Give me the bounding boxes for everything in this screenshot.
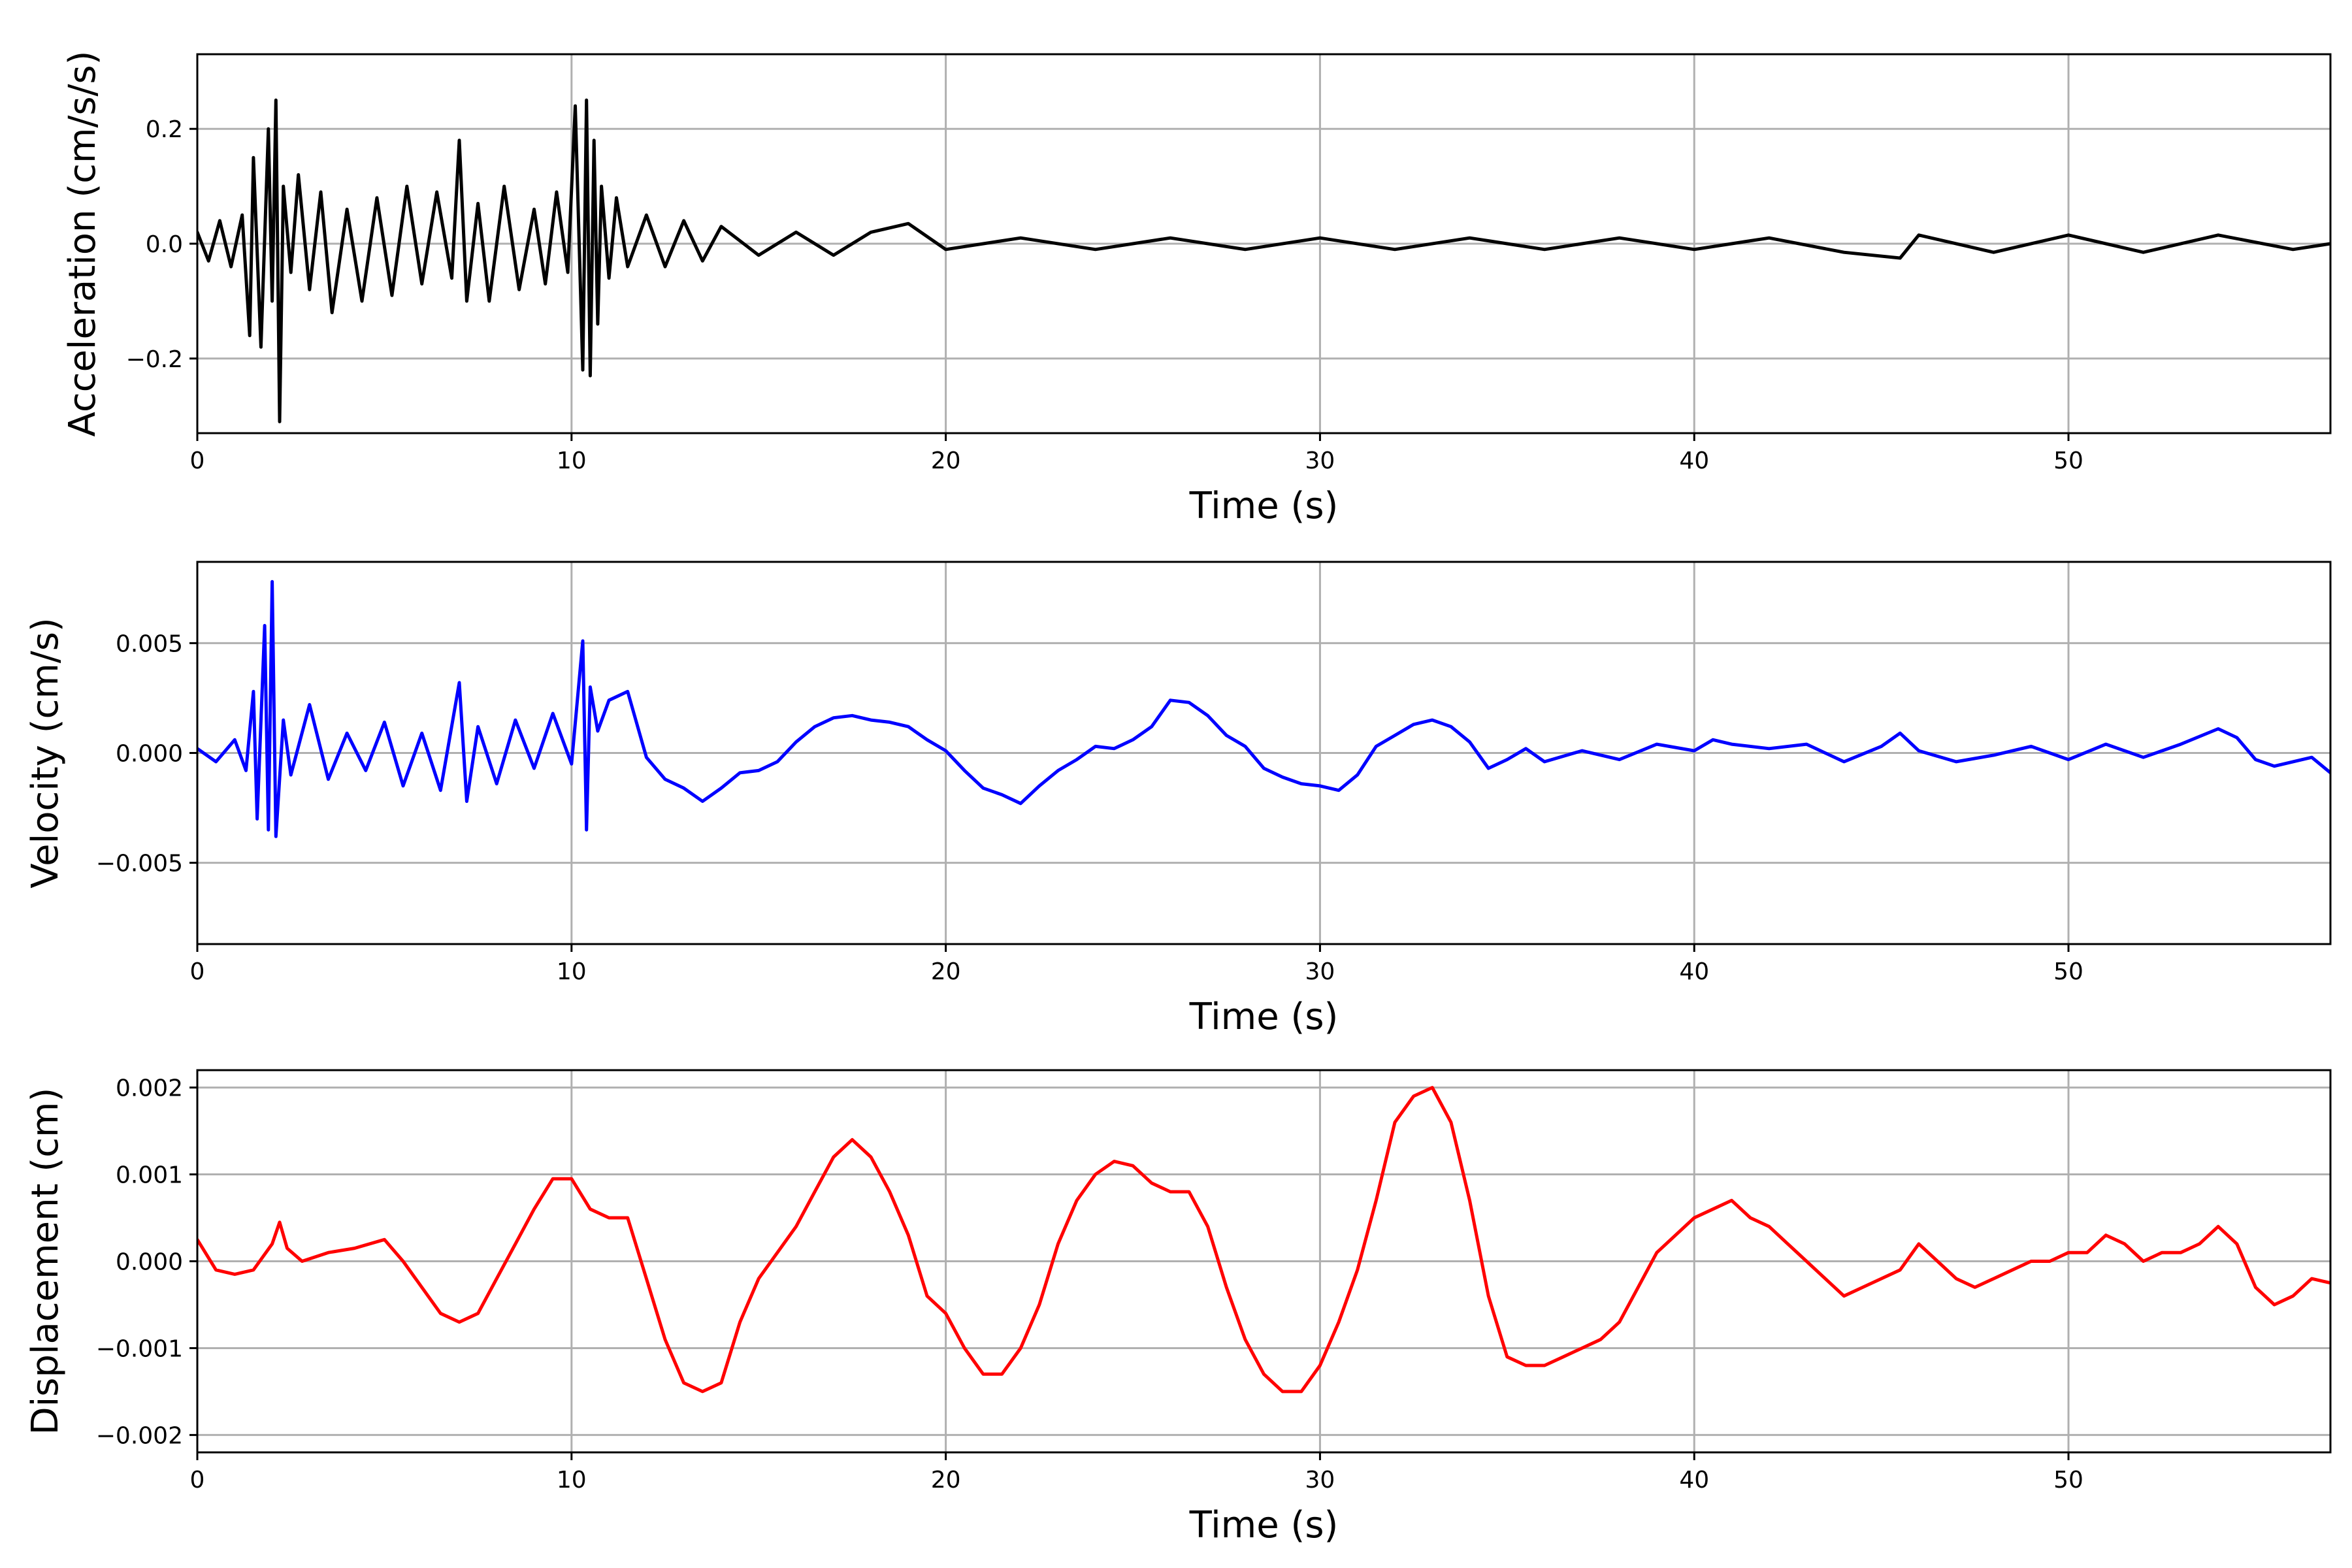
velocity-x-tick-label: 20	[931, 958, 961, 985]
acceleration-y-tick-label: −0.2	[126, 346, 183, 373]
acceleration-x-tick-label: 40	[1679, 448, 1709, 474]
displacement-x-tick-label: 0	[190, 1467, 205, 1494]
velocity-panel: 0 10 20 30 40 50 −0.005 0.000 0.005 Time (s) Veloc…	[24, 561, 2332, 1038]
velocity-series-line	[197, 580, 2330, 838]
displacement-x-tick-label: 10	[557, 1467, 587, 1494]
acceleration-series-line	[197, 98, 2330, 423]
velocity-y-tick-label: 0.005	[116, 630, 183, 657]
displacement-x-tick-label: 20	[931, 1467, 961, 1494]
displacement-y-tick-label: −0.001	[96, 1335, 183, 1362]
velocity-x-tick-label: 10	[557, 958, 587, 985]
acceleration-y-axis-label: Acceleration (cm/s/s)	[61, 51, 104, 437]
displacement-y-tick-label: 0.002	[116, 1075, 183, 1102]
velocity-x-tick-label: 30	[1305, 958, 1335, 985]
acceleration-y-tick-label: 0.0	[146, 231, 183, 258]
acceleration-x-tick-label: 0	[190, 448, 205, 474]
displacement-x-tick-label: 30	[1305, 1467, 1335, 1494]
displacement-x-axis-label: Time (s)	[1189, 1504, 1339, 1546]
displacement-panel: 0 10 20 30 40 50 −0.002 −0.001 0.000 0.001 0.002 Ti…	[24, 1069, 2332, 1546]
panels: 0 10 20 30 40 50 −0.2 0.0 0.2 Time (s) Acceleratio…	[24, 51, 2332, 1546]
acceleration-x-axis-label: Time (s)	[1189, 485, 1339, 527]
acceleration-y-tick-label: 0.2	[146, 116, 183, 143]
displacement-y-axis-label: Displacement (cm)	[24, 1088, 67, 1435]
displacement-y-tick-label: 0.001	[116, 1162, 183, 1189]
displacement-y-tick-label: −0.002	[96, 1422, 183, 1449]
velocity-x-tick-label: 40	[1679, 958, 1709, 985]
velocity-y-tick-label: 0.000	[116, 741, 183, 768]
velocity-y-tick-label: −0.005	[96, 851, 183, 877]
acceleration-panel: 0 10 20 30 40 50 −0.2 0.0 0.2 Time (s) Acceleratio…	[61, 51, 2332, 527]
acceleration-x-tick-label: 30	[1305, 448, 1335, 474]
displacement-series-line	[197, 1086, 2330, 1394]
acceleration-x-tick-label: 20	[931, 448, 961, 474]
displacement-x-tick-label: 40	[1679, 1467, 1709, 1494]
displacement-x-tick-label: 50	[2053, 1467, 2083, 1494]
velocity-x-tick-label: 0	[190, 958, 205, 985]
acceleration-x-tick-label: 50	[2053, 448, 2083, 474]
displacement-y-tick-label: 0.000	[116, 1249, 183, 1276]
velocity-x-axis-label: Time (s)	[1189, 996, 1339, 1038]
acceleration-x-tick-label: 10	[557, 448, 587, 474]
velocity-y-axis-label: Velocity (cm/s)	[24, 617, 67, 889]
velocity-x-tick-label: 50	[2053, 958, 2083, 985]
